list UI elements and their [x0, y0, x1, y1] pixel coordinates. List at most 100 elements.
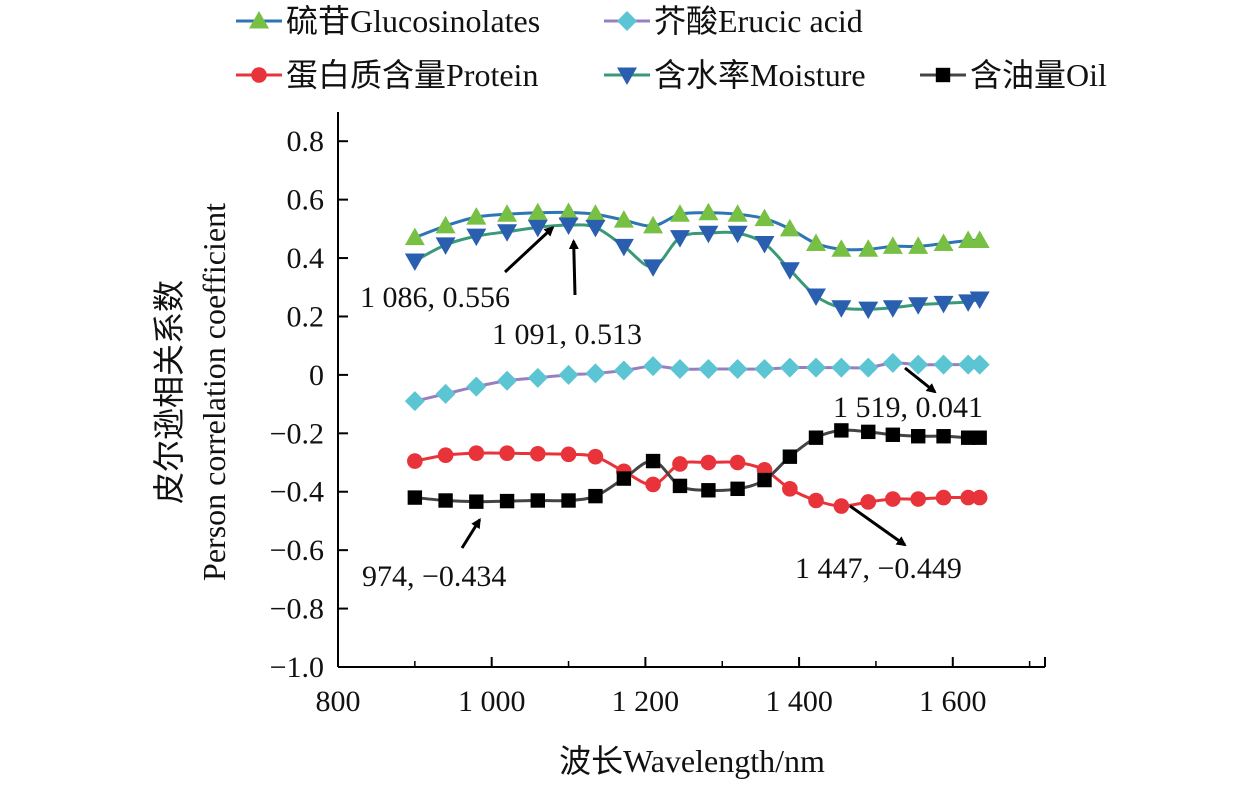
legend-label: 含水率Moisture [654, 57, 866, 93]
data-point [585, 363, 606, 384]
data-point [911, 429, 926, 444]
series-0 [404, 202, 990, 257]
data-point [969, 230, 990, 249]
data-point [808, 430, 824, 445]
y-tick-label: −0.6 [270, 534, 324, 567]
legend-label: 芥酸Erucic acid [654, 3, 863, 39]
data-point [404, 391, 425, 412]
data-point [530, 493, 546, 508]
data-point [908, 354, 929, 375]
data-point [645, 476, 661, 493]
data-point [437, 447, 454, 464]
data-point [936, 429, 951, 444]
legend-swatch-marker [935, 67, 951, 83]
legend-item-1: 芥酸Erucic acid [604, 3, 863, 39]
data-point [960, 489, 976, 506]
data-point [833, 498, 850, 514]
data-point [530, 445, 546, 462]
legend-label: 蛋白质含量Protein [286, 57, 538, 93]
annotation-arrow [849, 504, 907, 547]
data-point [404, 227, 425, 246]
data-point [466, 207, 487, 225]
y-axis-title-english: Person correlation coefficient [196, 203, 232, 581]
data-point [969, 354, 990, 375]
data-point [754, 235, 775, 254]
data-point [435, 237, 456, 255]
data-point [587, 448, 604, 465]
data-point [701, 483, 716, 498]
data-point [672, 478, 688, 494]
series-line [414, 210, 980, 252]
data-point [643, 259, 664, 277]
data-point [499, 493, 515, 509]
data-point [908, 236, 929, 254]
legend-item-0: 硫苷Glucosinolates [236, 3, 540, 39]
data-point [727, 359, 748, 380]
data-point [497, 204, 518, 222]
data-point [729, 454, 746, 471]
data-point [858, 357, 879, 378]
legend-item-3: 含水率Moisture [604, 57, 866, 93]
data-point [779, 357, 800, 378]
data-point [782, 449, 798, 464]
data-point [860, 494, 877, 510]
data-point [669, 359, 690, 380]
data-point [558, 217, 579, 236]
data-point [698, 225, 719, 244]
data-point [669, 230, 690, 248]
annotation-arrow [503, 226, 555, 274]
data-point [700, 454, 717, 471]
annotation-label: 1 091, 0.513 [492, 318, 642, 351]
data-point [805, 357, 826, 378]
y-tick-label: 0 [309, 359, 324, 392]
x-tick-label: 800 [316, 685, 361, 718]
y-tick-label: −0.8 [270, 593, 324, 626]
data-point [527, 202, 548, 221]
data-point [885, 427, 901, 442]
data-point [468, 445, 485, 461]
data-point [561, 493, 576, 508]
y-tick-label: 0.8 [287, 125, 325, 158]
data-point [469, 494, 484, 509]
series-line [414, 451, 980, 508]
data-point [971, 489, 988, 506]
data-point [585, 219, 606, 238]
y-tick-label: 0.4 [287, 242, 325, 275]
data-point [831, 357, 852, 378]
data-point [643, 215, 664, 234]
data-point [698, 359, 719, 380]
annotation-arrow [904, 366, 937, 394]
data-point [958, 354, 979, 375]
annotation-label: 1 447, −0.449 [795, 552, 962, 585]
data-point [613, 360, 634, 381]
data-point [698, 202, 719, 221]
data-point [885, 491, 901, 507]
y-tick-label: −0.4 [270, 476, 324, 509]
data-point [935, 489, 952, 506]
legend-swatch-marker [617, 67, 637, 85]
annotation-arrow [460, 517, 481, 549]
data-point [727, 204, 748, 222]
data-point [754, 208, 775, 227]
data-point [834, 423, 849, 438]
data-point [933, 295, 954, 314]
data-point [908, 297, 929, 315]
data-point [613, 238, 634, 257]
data-point [805, 233, 826, 251]
legend-item-4: 含油量Oil [920, 57, 1107, 93]
data-point [435, 383, 456, 404]
data-point [969, 291, 990, 309]
data-point [499, 445, 515, 461]
data-point [407, 453, 423, 469]
data-point [831, 300, 852, 318]
data-point [616, 471, 632, 486]
data-point [730, 481, 745, 497]
data-point [497, 224, 518, 242]
data-point [527, 367, 548, 388]
x-tick-label: 1 600 [919, 685, 987, 718]
data-point [960, 430, 976, 445]
legend-swatch-marker [617, 11, 637, 31]
series-line [414, 428, 980, 504]
